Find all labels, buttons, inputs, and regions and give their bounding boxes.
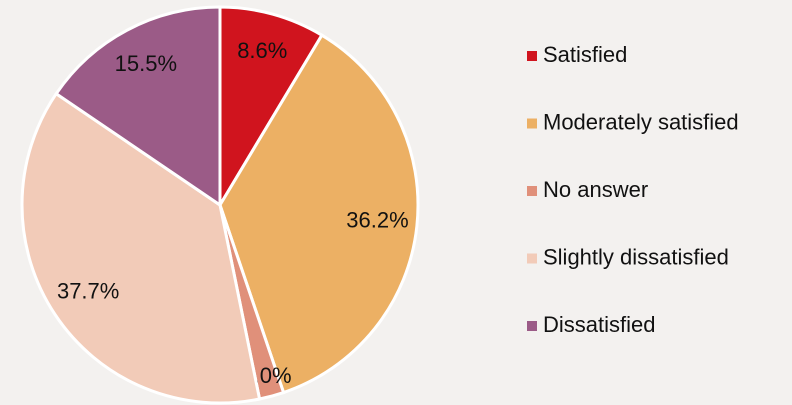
legend-swatch — [527, 51, 537, 61]
pie-slice — [218, 5, 324, 211]
legend-swatch — [527, 253, 537, 264]
pie-slice — [218, 33, 420, 395]
pie-slice — [54, 5, 222, 208]
legend-label: Slightly dissatisfied — [543, 244, 729, 269]
legend-label: Satisfied — [543, 42, 627, 67]
legend-label: Dissatisfied — [543, 312, 655, 337]
legend-swatch — [527, 118, 537, 129]
legend-swatch — [527, 186, 537, 196]
slice-label: 15.5% — [115, 51, 177, 76]
legend-swatch — [527, 321, 537, 331]
pie-slice — [20, 91, 262, 405]
legend-label: Moderately satisfied — [543, 109, 739, 134]
legend-label: No answer — [543, 177, 648, 202]
slice-label: 37.7% — [57, 279, 119, 304]
slice-label: 36.2% — [346, 208, 408, 233]
slice-label: 8.6% — [237, 38, 287, 63]
